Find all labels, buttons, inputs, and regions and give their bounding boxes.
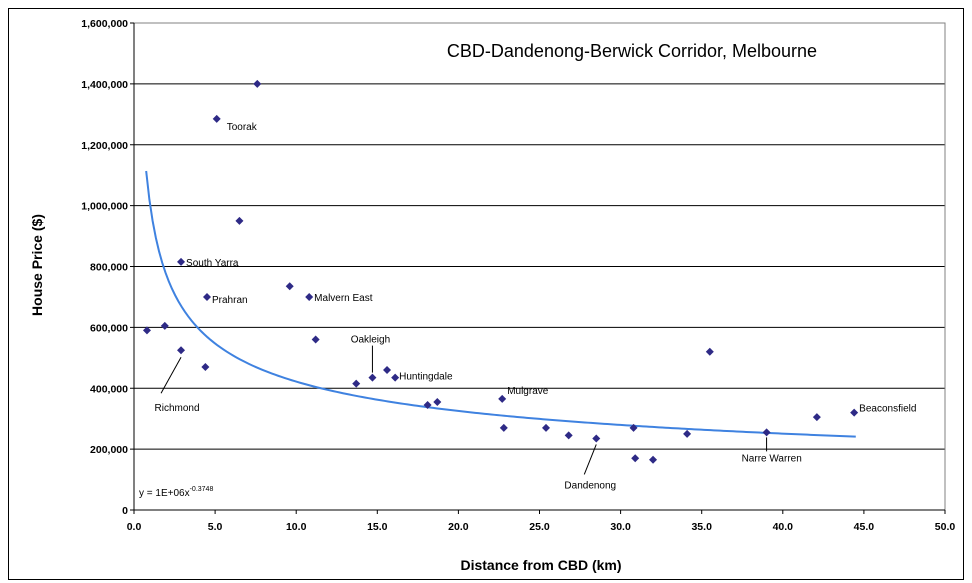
chart-title: CBD-Dandenong-Berwick Corridor, Melbourn…	[447, 41, 817, 61]
x-tick-label: 10.0	[286, 521, 307, 533]
y-tick-label: 0	[122, 505, 128, 517]
y-tick-label: 200,000	[90, 444, 128, 456]
data-point	[541, 423, 550, 432]
data-point	[423, 400, 432, 409]
label-leader-line	[583, 444, 597, 475]
y-tick-label: 1,200,000	[81, 140, 128, 152]
chart-border	[8, 8, 964, 580]
x-tick-label: 20.0	[448, 521, 469, 533]
point-label: Oakleigh	[351, 335, 390, 346]
data-point	[311, 335, 320, 344]
callouts	[160, 345, 768, 475]
data-point	[201, 362, 210, 371]
point-label: Dandenong	[564, 480, 616, 491]
data-point	[649, 455, 658, 464]
y-tick-label: 600,000	[90, 322, 128, 334]
data-point	[212, 114, 221, 123]
data-point	[177, 346, 186, 355]
point-label: Mulgrave	[507, 386, 549, 397]
y-axis-title: House Price ($)	[29, 214, 45, 316]
point-label: Prahran	[212, 295, 248, 306]
trendline	[145, 170, 856, 438]
data-point	[629, 423, 638, 432]
y-tick-label: 1,600,000	[81, 18, 128, 30]
trendline-equation: y = 1E+06x-0.3748	[139, 486, 213, 499]
x-tick-label: 0.0	[127, 521, 142, 533]
x-tick-label: 35.0	[691, 521, 712, 533]
x-axis-title: Distance from CBD (km)	[460, 557, 621, 573]
data-point	[383, 365, 392, 374]
y-tick-label: 400,000	[90, 383, 128, 395]
point-label: Toorak	[227, 122, 258, 133]
data-point	[705, 347, 714, 356]
data-point	[285, 282, 294, 291]
axis-ticks: 0 200,000 400,000 600,000 800,000 1,000,000 1,…	[81, 18, 955, 533]
point-label: South Yarra	[186, 258, 239, 269]
data-point	[812, 413, 821, 422]
data-point	[177, 257, 186, 266]
x-tick-label: 45.0	[854, 521, 875, 533]
x-tick-label: 50.0	[935, 521, 956, 533]
data-point	[391, 373, 400, 382]
gridlines	[134, 22, 945, 450]
x-tick-label: 40.0	[773, 521, 794, 533]
point-label: Huntingdale	[399, 372, 453, 383]
point-label: Richmond	[155, 403, 200, 414]
x-tick-label: 15.0	[367, 521, 388, 533]
data-point	[305, 292, 314, 301]
x-tick-label: 5.0	[208, 521, 223, 533]
x-tick-label: 25.0	[529, 521, 550, 533]
label-leader-line	[160, 356, 182, 394]
data-point	[850, 408, 859, 417]
data-point	[202, 292, 211, 301]
data-point	[235, 216, 244, 225]
x-tick-label: 30.0	[610, 521, 631, 533]
point-label: Narre Warren	[742, 453, 802, 464]
equation-base: y = 1E+06x	[139, 488, 190, 499]
data-point	[368, 373, 377, 382]
data-points	[142, 79, 859, 464]
equation-exponent: -0.3748	[190, 486, 214, 493]
data-point	[499, 423, 508, 432]
y-tick-label: 1,000,000	[81, 201, 128, 213]
data-point	[592, 434, 601, 443]
data-point	[683, 429, 692, 438]
data-point	[564, 431, 573, 440]
data-point	[631, 454, 640, 463]
data-point	[142, 326, 151, 335]
y-tick-label: 1,400,000	[81, 79, 128, 91]
point-label: Beaconsfield	[859, 404, 916, 415]
data-point	[160, 321, 169, 330]
data-point	[433, 397, 442, 406]
data-point	[762, 428, 771, 437]
data-point	[498, 394, 507, 403]
y-tick-label: 800,000	[90, 262, 128, 274]
point-labels: Richmond South Yarra Prahran Toorak Malvern …	[155, 122, 917, 492]
data-point	[253, 79, 262, 88]
point-label: Malvern East	[314, 293, 373, 304]
data-point	[352, 379, 361, 388]
